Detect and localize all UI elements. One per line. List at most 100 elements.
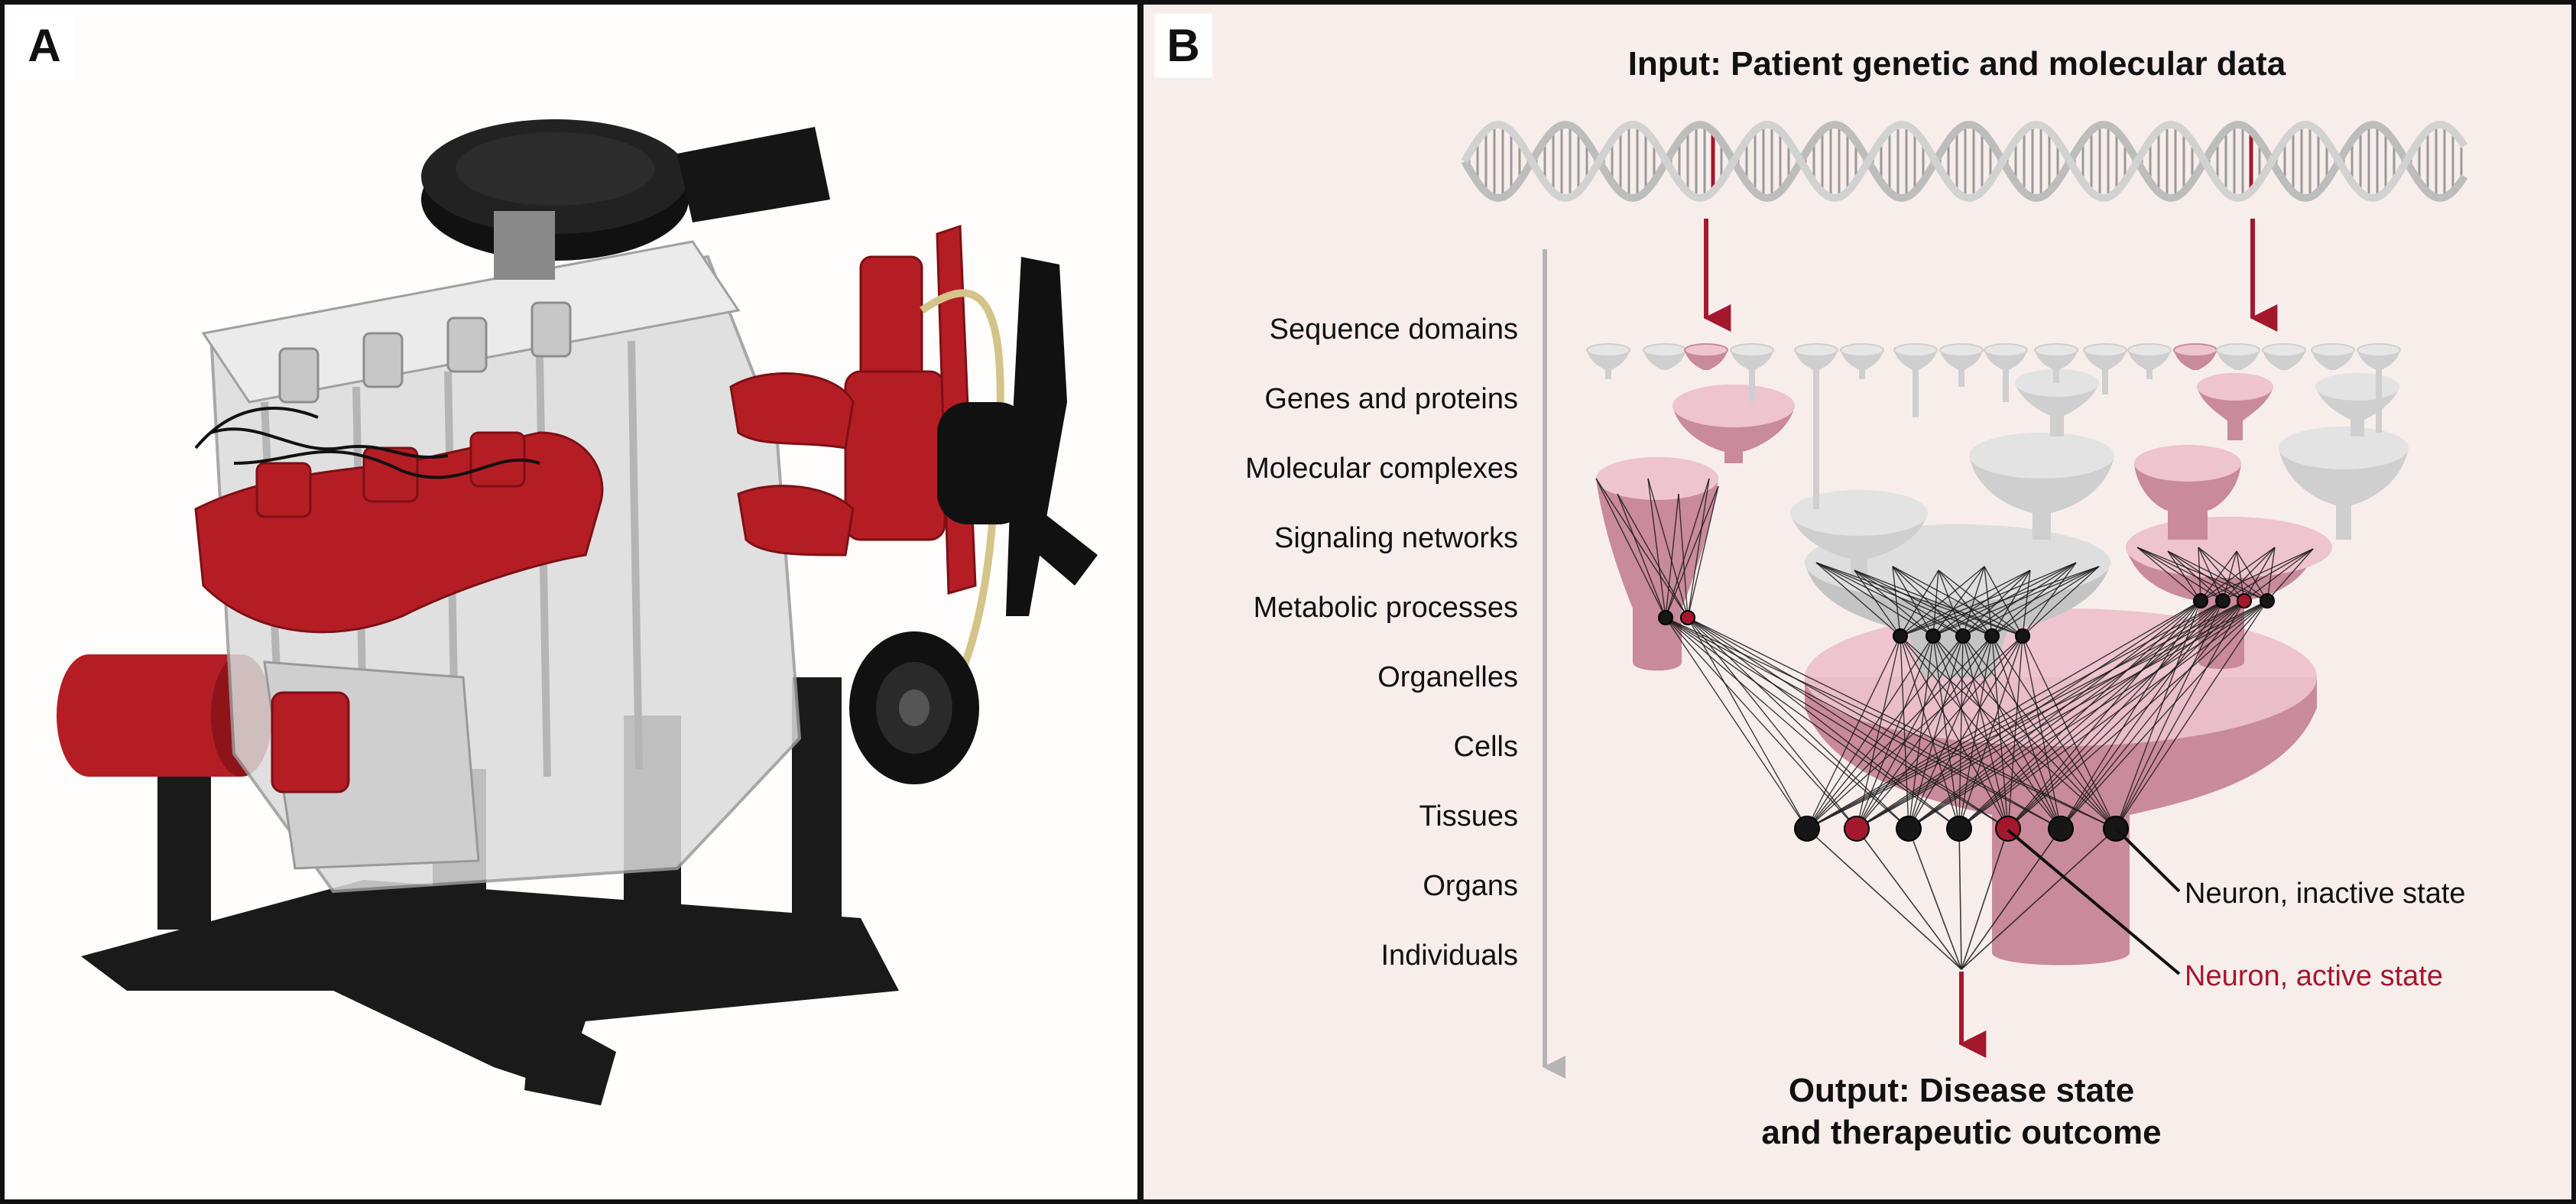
level-label-individuals: Individuals bbox=[1380, 940, 1518, 972]
network-edge bbox=[1908, 635, 1934, 829]
level-label-molecular-complexes: Molecular complexes bbox=[1245, 453, 1518, 485]
network-edge bbox=[2167, 550, 2268, 602]
network-edge bbox=[1856, 600, 2268, 829]
network-edge bbox=[1962, 566, 1985, 637]
network-edge bbox=[1908, 600, 2201, 829]
neuron-inactive bbox=[2015, 628, 2030, 644]
funnel-top bbox=[2262, 343, 2306, 357]
legend-inactive-label: Neuron, inactive state bbox=[2185, 878, 2466, 910]
funnel-top bbox=[1643, 343, 1687, 357]
network-edge bbox=[1687, 617, 2062, 829]
network-edge bbox=[1854, 570, 1964, 637]
network-edge bbox=[1595, 478, 1666, 618]
network-edge bbox=[1856, 600, 2245, 829]
air-cleaner bbox=[421, 119, 830, 280]
spark-plug-wires bbox=[194, 407, 540, 479]
network-edge bbox=[1908, 635, 2023, 829]
alternator bbox=[937, 257, 1098, 616]
network-edge bbox=[1900, 635, 2009, 829]
network-edge bbox=[1665, 617, 1857, 829]
funnel-top bbox=[2083, 343, 2127, 357]
legend-active-label: Neuron, active state bbox=[2185, 960, 2443, 992]
neuron-inactive bbox=[1984, 628, 2000, 644]
network-edge bbox=[1961, 828, 2009, 970]
neuron-inactive bbox=[1658, 610, 1673, 625]
network-edge bbox=[1856, 635, 1964, 829]
network-edge bbox=[1961, 828, 2062, 970]
output-line-1: Output: Disease state bbox=[1789, 1072, 2134, 1109]
network-edge bbox=[2198, 547, 2201, 602]
funnel-network-diagram: Input: Patient genetic and molecular dat… bbox=[1245, 45, 2468, 1151]
water-pump bbox=[729, 224, 977, 595]
neuron-inactive bbox=[1893, 628, 1908, 644]
network-edge bbox=[1961, 828, 2117, 970]
network-edge bbox=[1958, 600, 2268, 829]
dna-helix bbox=[1461, 120, 2468, 203]
network-edge bbox=[1900, 635, 1909, 829]
network-edge bbox=[1687, 617, 1808, 829]
network-edge bbox=[1991, 566, 2100, 637]
network-edge bbox=[1806, 828, 1962, 970]
neuron-inactive bbox=[2048, 816, 2074, 842]
level-label-cells: Cells bbox=[1454, 731, 1518, 763]
network-edge bbox=[1908, 635, 1964, 829]
crank-pulley bbox=[849, 631, 979, 784]
level-label-tissues: Tissues bbox=[1419, 800, 1518, 832]
network-edge bbox=[1908, 635, 1993, 829]
network-edge bbox=[2136, 547, 2201, 602]
network-edge bbox=[2060, 600, 2245, 829]
funnel-top bbox=[1840, 343, 1884, 357]
funnel-top bbox=[2357, 343, 2401, 357]
network-edge bbox=[2167, 550, 2224, 602]
network-edge bbox=[1900, 566, 2100, 637]
network-edge bbox=[1617, 493, 1689, 618]
network-edge bbox=[1958, 828, 1962, 970]
funnel-top bbox=[2034, 343, 2078, 357]
network-edge bbox=[1900, 570, 1939, 637]
network-edge bbox=[1854, 570, 1934, 637]
funnel-top bbox=[1684, 343, 1728, 357]
network-edge bbox=[1932, 635, 2117, 829]
network-edge bbox=[1932, 570, 2031, 637]
network-edge bbox=[1932, 566, 1985, 637]
level-label-genes-proteins: Genes and proteins bbox=[1264, 383, 1518, 415]
dna-strand bbox=[1461, 120, 2468, 203]
level-label-metabolic-processes: Metabolic processes bbox=[1254, 592, 1518, 624]
network-edge bbox=[1991, 635, 2117, 829]
network-edge bbox=[2007, 600, 2268, 829]
network-edge bbox=[1984, 566, 1993, 637]
network-edge bbox=[1856, 600, 2201, 829]
network-edge bbox=[1892, 566, 1934, 637]
neuron-inactive bbox=[1794, 816, 1820, 842]
funnel-top bbox=[2173, 343, 2218, 357]
legend-leader-inactive bbox=[2114, 827, 2181, 893]
panel-b: Input: Patient genetic and molecular dat… bbox=[1139, 0, 2576, 1204]
neuron-inactive bbox=[1955, 628, 1971, 644]
network-edge bbox=[1806, 635, 1934, 829]
network-edge bbox=[1958, 600, 2245, 829]
network-edge bbox=[1815, 562, 2023, 637]
network-edge bbox=[1806, 600, 2245, 829]
network-edge bbox=[1856, 635, 2023, 829]
network-edge bbox=[1892, 566, 2023, 637]
network-edge bbox=[2222, 550, 2237, 602]
network-edge bbox=[2060, 600, 2268, 829]
network-edge bbox=[1647, 478, 1666, 618]
network-edge bbox=[1806, 635, 1901, 829]
network-edge bbox=[2266, 548, 2314, 602]
dna-strand bbox=[1461, 120, 2468, 203]
network-edge bbox=[2200, 547, 2276, 602]
network-edge bbox=[1815, 562, 1901, 637]
network-edge bbox=[1856, 828, 1962, 970]
network-edge bbox=[1806, 635, 1993, 829]
network-edge bbox=[1665, 493, 1679, 618]
network-edge bbox=[2136, 547, 2245, 602]
network-edge bbox=[1665, 617, 1808, 829]
network-edge bbox=[1932, 566, 2100, 637]
funnel-top bbox=[2311, 343, 2355, 357]
network-edge bbox=[2022, 635, 2117, 829]
network-edge bbox=[2222, 548, 2314, 602]
network-edge bbox=[2198, 547, 2245, 602]
funnel-top bbox=[1586, 343, 1630, 357]
network-edge bbox=[1687, 617, 1857, 829]
